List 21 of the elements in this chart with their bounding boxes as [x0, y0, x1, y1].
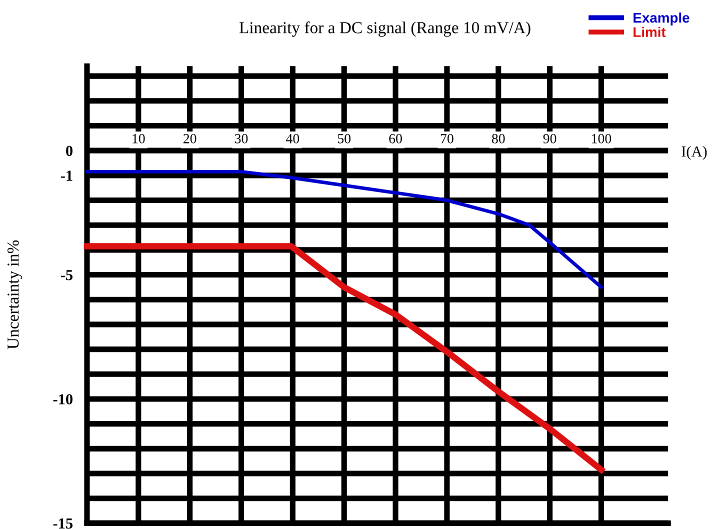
x-tick-label: 60	[389, 134, 402, 144]
x-tick-label: 90	[543, 134, 556, 144]
x-tick-label: 20	[184, 134, 196, 144]
x-tick-label: 80	[492, 134, 505, 144]
y-tick-label: -15	[53, 518, 73, 529]
y-tick-label: 0	[66, 146, 73, 156]
x-tick-label: 100	[592, 134, 612, 144]
line-series	[85, 170, 603, 289]
chart-title: Linearity for a DC signal (Range 10 mV/A)	[239, 21, 530, 37]
legend-label: Limit	[634, 26, 666, 38]
x-axis-title: I(A)	[682, 146, 707, 160]
y-tick-label: -1	[60, 170, 72, 181]
x-tick-label: 50	[338, 134, 351, 144]
y-tick-label: -10	[53, 394, 73, 404]
y-axis-title: Uncertainty in%	[7, 240, 22, 350]
y-tick-label: -5	[60, 270, 73, 280]
x-tick-label: 10	[132, 134, 145, 144]
x-tick-label: 30	[234, 134, 248, 144]
legend-label: Example	[634, 12, 690, 26]
x-tick-label: 70	[440, 134, 454, 144]
x-tick-label: 40	[286, 134, 300, 144]
